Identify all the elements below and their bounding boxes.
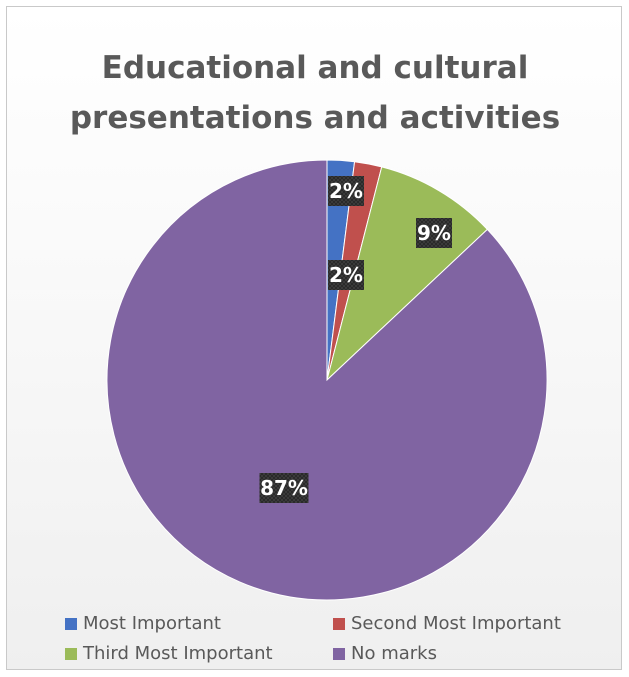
legend-item-second-most-important: Second Most Important bbox=[333, 613, 561, 634]
legend-item-no-marks: No marks bbox=[333, 643, 437, 664]
legend-label-second-most-important: Second Most Important bbox=[351, 613, 561, 634]
svg-text:2%: 2% bbox=[329, 179, 363, 203]
svg-text:2%: 2% bbox=[329, 263, 363, 287]
legend-swatch-no-marks bbox=[333, 647, 345, 660]
chart-title-line-1: Educational and cultural bbox=[101, 50, 529, 86]
chart-title-line-2: presentations and activities bbox=[69, 100, 561, 136]
data-label-third-most-important: 9% bbox=[416, 218, 452, 248]
legend-swatch-second-most-important bbox=[333, 617, 345, 630]
svg-text:87%: 87% bbox=[260, 476, 308, 500]
data-label-no-marks: 87% bbox=[259, 473, 309, 503]
data-label-most-important: 2% bbox=[328, 176, 364, 206]
data-label-second-most-important: 2% bbox=[328, 260, 364, 290]
svg-text:9%: 9% bbox=[417, 221, 451, 245]
legend-item-third-most-important: Third Most Important bbox=[65, 643, 273, 664]
legend-label-most-important: Most Important bbox=[83, 613, 221, 634]
chart-area: Educational and cultural presentations a… bbox=[6, 6, 622, 670]
legend-swatch-most-important bbox=[65, 617, 77, 630]
legend-label-third-most-important: Third Most Important bbox=[83, 643, 273, 664]
legend-label-no-marks: No marks bbox=[351, 643, 437, 664]
chart-title: Educational and cultural presentations a… bbox=[7, 43, 623, 143]
pie-chart: 2% 2% 9% 87% bbox=[106, 159, 548, 601]
legend-swatch-third-most-important bbox=[65, 647, 77, 660]
legend-item-most-important: Most Important bbox=[65, 613, 221, 634]
pie-data-labels: 2% 2% 9% 87% bbox=[259, 176, 452, 503]
pie-slice-no-marks bbox=[106, 159, 548, 601]
pie-slices bbox=[106, 159, 548, 601]
